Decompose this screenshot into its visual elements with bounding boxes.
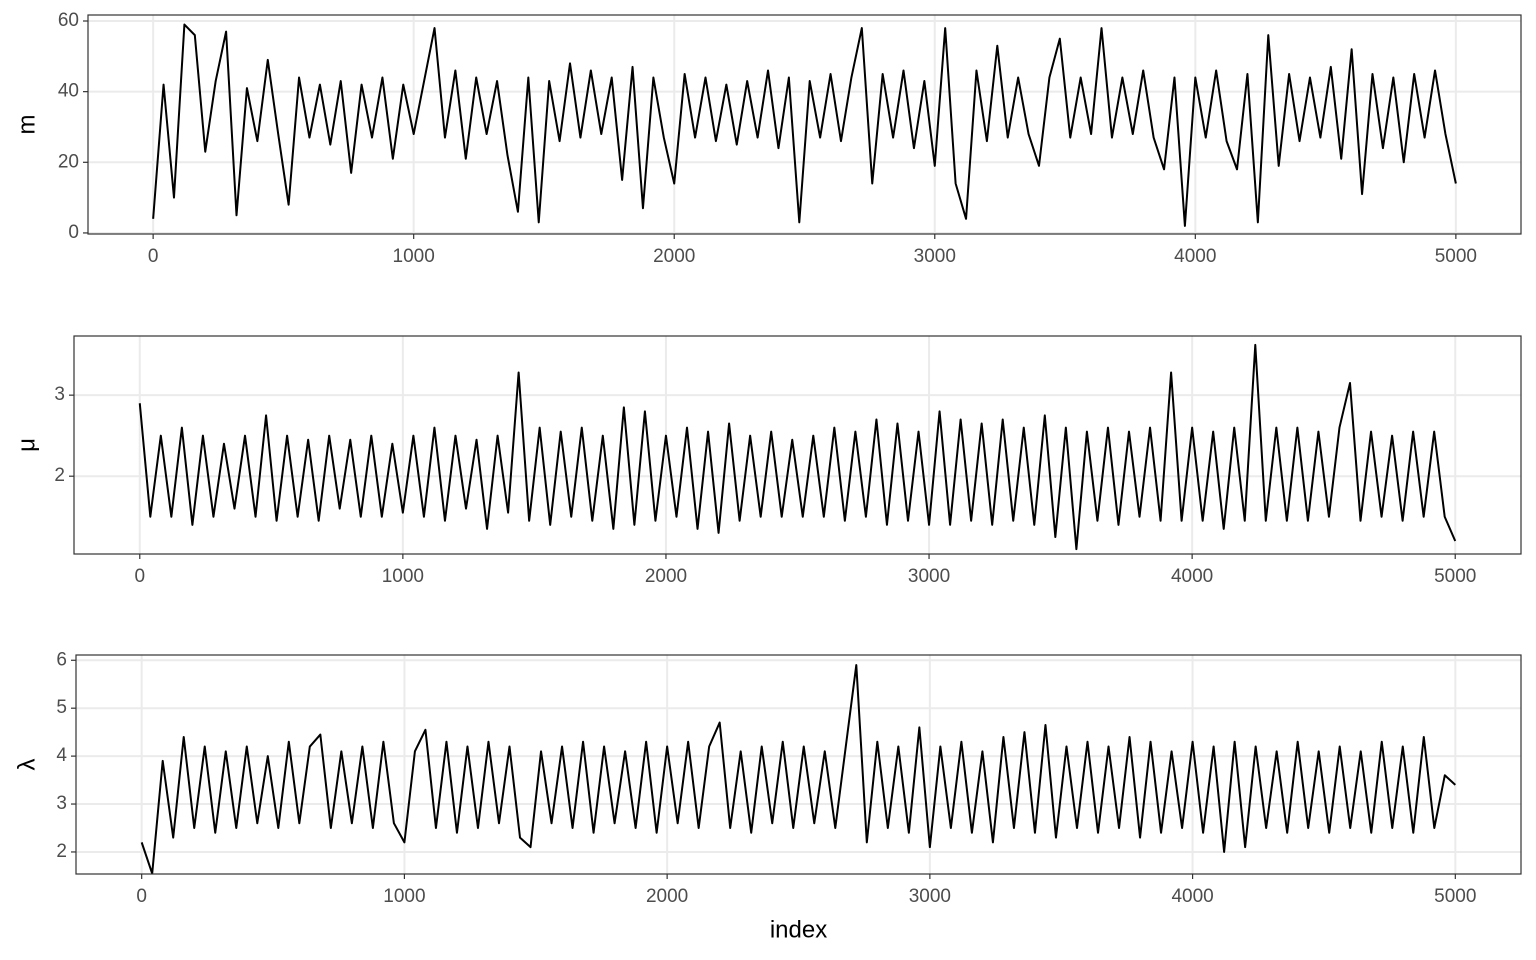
x-tick-label: 4000 bbox=[1174, 246, 1216, 267]
panel-border bbox=[73, 335, 1522, 555]
y-tick-label: 3 bbox=[56, 793, 67, 814]
x-tick-label: 5000 bbox=[1435, 246, 1477, 267]
x-tick-label: 0 bbox=[148, 246, 159, 267]
plot-background bbox=[88, 15, 1521, 234]
x-tick-label: 0 bbox=[136, 886, 147, 907]
x-tick-label: 1000 bbox=[383, 886, 425, 907]
trace-line bbox=[152, 23, 1457, 227]
y-tick-label: 3 bbox=[54, 384, 65, 405]
y-tick-label: 60 bbox=[58, 10, 79, 31]
y-tick-label: 40 bbox=[58, 81, 79, 102]
x-tick-label: 3000 bbox=[908, 566, 950, 587]
y-tick-label: 2 bbox=[54, 465, 65, 486]
x-tick-label: 2000 bbox=[646, 886, 688, 907]
x-tick-label: 3000 bbox=[909, 886, 951, 907]
x-tick-label: 1000 bbox=[393, 246, 435, 267]
y-tick-label: 6 bbox=[56, 649, 67, 670]
trace-line bbox=[138, 343, 1457, 551]
x-tick-label: 5000 bbox=[1434, 886, 1476, 907]
panel-border bbox=[75, 654, 1522, 875]
y-tick-label: 2 bbox=[56, 841, 67, 862]
x-axis-title: index bbox=[770, 916, 827, 943]
x-tick-label: 2000 bbox=[653, 246, 695, 267]
y-tick-label: 4 bbox=[56, 745, 67, 766]
plot-background bbox=[74, 336, 1521, 554]
y-axis-title: λ bbox=[13, 759, 40, 771]
plot-background bbox=[76, 655, 1521, 874]
x-tick-label: 5000 bbox=[1434, 566, 1476, 587]
trace-line bbox=[140, 664, 1456, 875]
panel-border bbox=[87, 14, 1522, 235]
x-tick-label: 4000 bbox=[1171, 566, 1213, 587]
x-tick-label: 3000 bbox=[914, 246, 956, 267]
x-tick-label: 1000 bbox=[382, 566, 424, 587]
y-axis-title: m bbox=[13, 115, 40, 135]
x-tick-label: 0 bbox=[134, 566, 145, 587]
x-tick-label: 2000 bbox=[645, 566, 687, 587]
y-tick-label: 0 bbox=[68, 222, 79, 243]
y-axis-title: μ bbox=[13, 438, 40, 452]
y-tick-label: 20 bbox=[58, 151, 79, 172]
y-tick-label: 5 bbox=[56, 697, 67, 718]
x-tick-label: 4000 bbox=[1171, 886, 1213, 907]
